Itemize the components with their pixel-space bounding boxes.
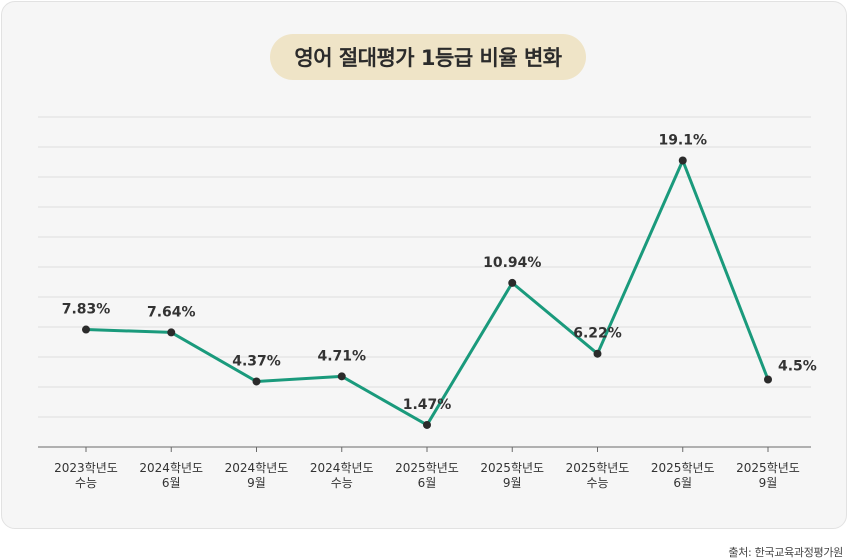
data-point <box>337 372 346 381</box>
data-point <box>678 156 687 165</box>
x-tick-label-line: 2024학년도 <box>139 461 203 475</box>
series-line <box>85 159 770 427</box>
x-tick-label-line: 수능 <box>586 476 608 490</box>
x-tick-label-line: 9월 <box>247 476 266 490</box>
data-label: 4.5% <box>778 359 817 375</box>
x-tick-label: 2024학년도 9월 <box>225 461 289 490</box>
x-tick-label-line: 2023학년도 <box>54 461 118 475</box>
x-tick-label-line: 9월 <box>503 476 522 490</box>
x-tick-label-line: 2025학년도 <box>480 461 544 475</box>
data-label: 7.64% <box>147 304 196 320</box>
x-tick-label: 2024학년도 수능 <box>310 461 374 490</box>
x-tick-label-line: 9월 <box>759 476 778 490</box>
data-point <box>252 377 261 386</box>
x-tick-label: 2024학년도 6월 <box>139 461 203 490</box>
title-pill: 영어 절대평가 1등급 비율 변화 <box>270 34 586 80</box>
grid-lines <box>38 116 811 418</box>
data-label: 19.1% <box>658 133 707 149</box>
data-point <box>593 349 602 358</box>
data-label: 4.37% <box>232 353 281 369</box>
x-tick-label-line: 6월 <box>673 476 692 490</box>
x-tick-label: 2025학년도 6월 <box>651 461 715 490</box>
data-label: 6.22% <box>573 326 622 342</box>
x-tick-label: 2023학년도 수능 <box>54 461 118 490</box>
x-tick-label-line: 2025학년도 <box>566 461 630 475</box>
x-tick-label-line: 6월 <box>162 476 181 490</box>
x-tick-label: 2025학년도 수능 <box>566 461 630 490</box>
x-tick-label: 2025학년도 9월 <box>480 461 544 490</box>
chart-title: 영어 절대평가 1등급 비율 변화 <box>294 46 562 70</box>
data-points <box>82 156 772 429</box>
data-point <box>82 325 90 334</box>
source-note: 출처: 한국교육과정평가원 <box>728 546 843 559</box>
data-point <box>423 420 431 429</box>
data-label: 1.47% <box>403 397 452 413</box>
data-label: 10.94% <box>483 255 541 271</box>
x-tick-label-line: 2024학년도 <box>225 461 289 475</box>
x-tick-label-line: 수능 <box>75 476 97 490</box>
x-tick-label-line: 6월 <box>418 476 437 490</box>
x-tick-label-line: 2025학년도 <box>651 461 715 475</box>
x-tick-label: 2025학년도 6월 <box>395 461 459 490</box>
data-point <box>764 375 772 384</box>
data-point <box>167 328 176 337</box>
data-label: 7.83% <box>62 302 111 318</box>
data-label: 4.71% <box>317 348 366 364</box>
x-tick-label-line: 2025학년도 <box>736 461 800 475</box>
data-point <box>508 278 517 287</box>
chart-card <box>1 1 847 529</box>
x-tick-label-line: 2025학년도 <box>395 461 459 475</box>
x-tick-label: 2025학년도 9월 <box>736 461 800 490</box>
x-tick-label-line: 2024학년도 <box>310 461 374 475</box>
x-tick-label-line: 수능 <box>331 476 353 490</box>
data-labels: 7.83% 7.64% 4.37% 4.71% 1.47% 10.94% 6.22% 19.1… <box>62 133 817 413</box>
